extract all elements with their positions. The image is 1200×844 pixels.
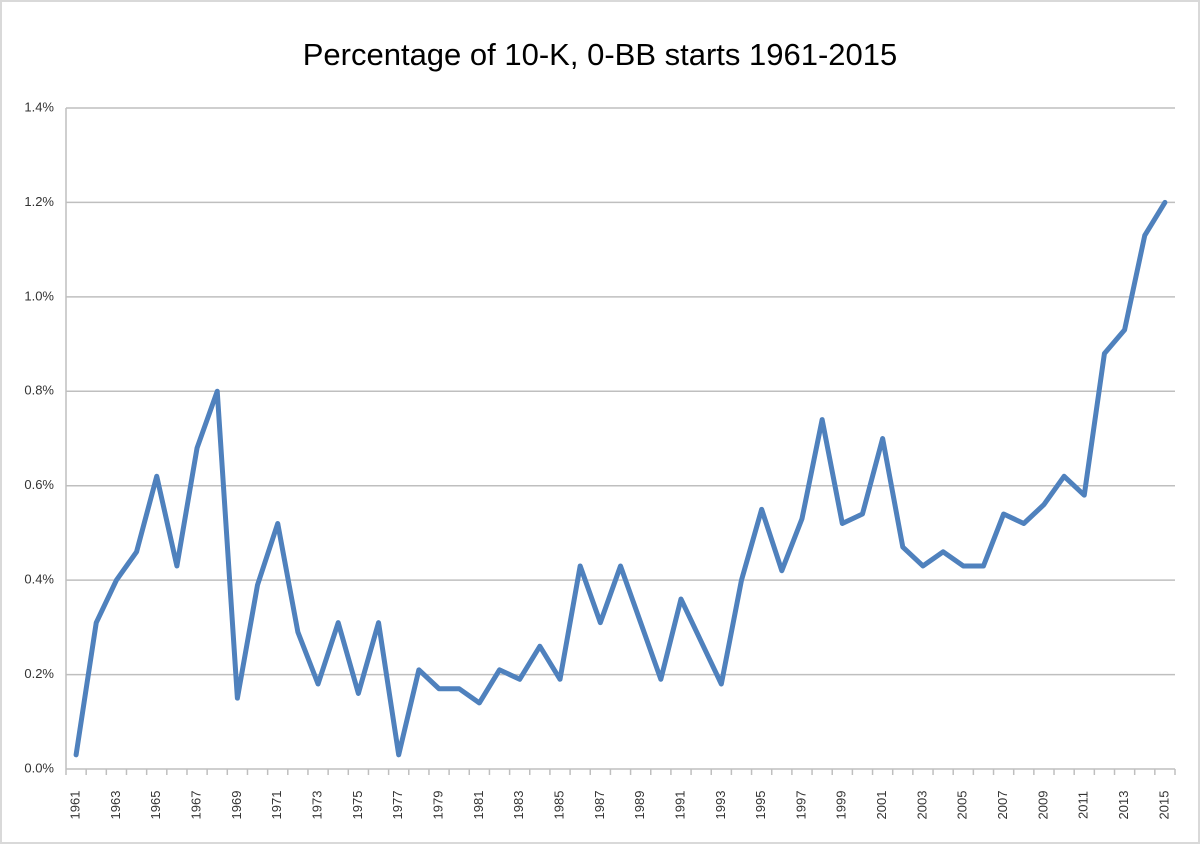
x-tick-label: 1989: [632, 791, 647, 820]
x-tick-label: 2015: [1156, 791, 1171, 820]
x-tick-label: 1983: [511, 791, 526, 820]
x-tick-label: 1985: [551, 791, 566, 820]
x-tick-label: 1961: [68, 791, 83, 820]
y-tick-label: 0.8%: [24, 383, 54, 398]
chart-title: Percentage of 10-K, 0-BB starts 1961-201…: [303, 37, 898, 72]
y-tick-label: 0.6%: [24, 477, 54, 492]
x-tick-label: 1963: [108, 791, 123, 820]
x-tick-label: 1967: [189, 791, 204, 820]
x-tick-label: 1975: [350, 791, 365, 820]
x-tick-label: 2009: [1035, 791, 1050, 820]
x-tick-label: 1973: [309, 791, 324, 820]
x-tick-label: 1995: [753, 791, 768, 820]
data-line: [73, 199, 1168, 758]
x-tick-label: 1999: [834, 791, 849, 820]
x-tick-label: 2001: [874, 791, 889, 820]
x-tick-label: 2005: [955, 791, 970, 820]
x-tick-label: 2013: [1116, 791, 1131, 820]
y-tick-label: 0.4%: [24, 572, 54, 587]
x-tick-label: 1965: [148, 791, 163, 820]
x-tick-label: 1969: [229, 791, 244, 820]
x-tick-label: 2003: [914, 791, 929, 820]
y-tick-label: 0.0%: [24, 760, 54, 775]
x-tick-label: 2011: [1076, 791, 1091, 819]
x-tick-label: 1979: [430, 791, 445, 820]
y-tick-label: 1.2%: [24, 194, 54, 209]
y-tick-label: 0.2%: [24, 666, 54, 681]
x-tick-label: 2007: [995, 791, 1010, 820]
x-tick-label: 1981: [471, 791, 486, 820]
y-tick-label: 1.4%: [24, 99, 54, 114]
x-tick-label: 1997: [793, 791, 808, 820]
x-tick-label: 1991: [672, 791, 687, 820]
y-tick-label: 1.0%: [24, 288, 54, 303]
x-tick-label: 1971: [269, 791, 284, 820]
x-tick-label: 1977: [390, 791, 405, 820]
x-tick-label: 1993: [713, 791, 728, 820]
x-tick-label: 1987: [592, 791, 607, 820]
